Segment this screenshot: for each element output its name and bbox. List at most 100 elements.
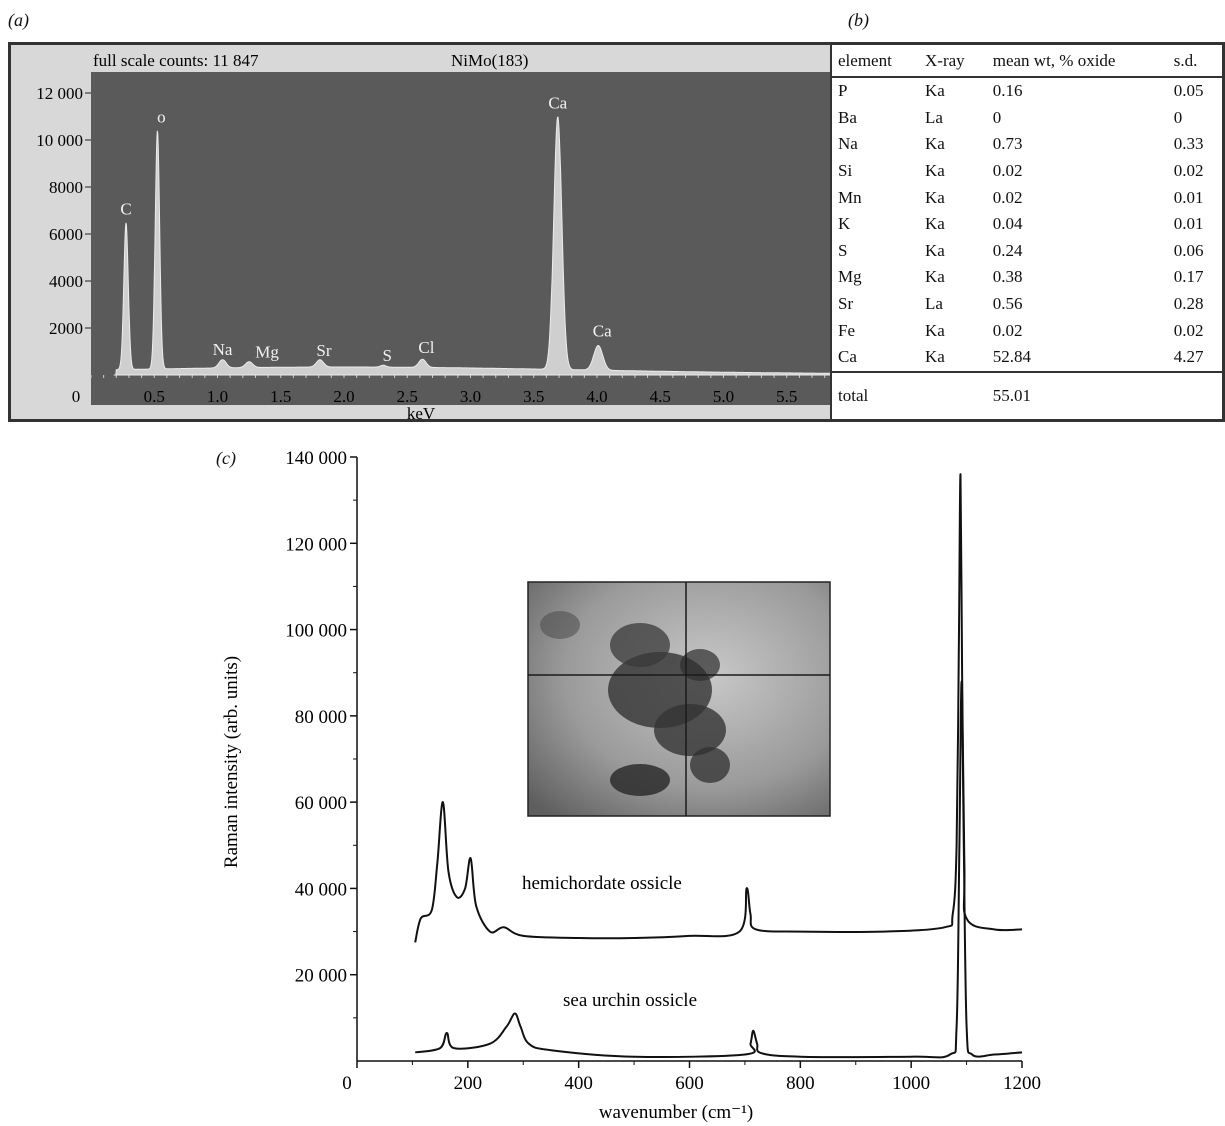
cell-xray: Ka (925, 81, 945, 101)
raman-y-tick-label: 120 000 (285, 534, 347, 555)
cell-element: Sr (838, 294, 854, 314)
panel-label-a: (a) (8, 10, 29, 30)
edx-x-tick-label: 2.5 (397, 387, 418, 406)
cell-element: Mg (838, 267, 862, 287)
table-row: Ba La 0 0 (832, 105, 1222, 132)
edx-y-tick-label: 6000 (49, 225, 83, 244)
cell-sd: 0.01 (1173, 214, 1204, 234)
edx-x-tick-label: 5.5 (776, 387, 797, 406)
cell-xray: Ka (925, 134, 945, 154)
composition-table: element X-ray mean wt, % oxide s.d. P Ka 0… (832, 45, 1222, 419)
cell-sd: 0.05 (1173, 81, 1204, 101)
cell-element: Fe (838, 320, 855, 340)
raman-spectrum-chart: 20 000 40 000 60 000 80 000 100 000 120 000 14… (221, 448, 1041, 1123)
edx-spectrum-chart: full scale counts: 11 847 NiMo(183) 2000… (36, 51, 830, 422)
table-row: Ca Ka 52.84 4.27 (832, 344, 1222, 372)
edx-y-tick-label: 10 000 (36, 131, 83, 150)
cell-element: Na (838, 134, 858, 154)
edx-peak-label: C (120, 199, 131, 218)
micrograph-inset (527, 581, 831, 817)
sea-urchin-ossicle-line (415, 680, 1023, 1059)
cell-element: P (838, 81, 848, 101)
cell-xray: La (925, 294, 943, 314)
edx-x-tick-label: 3.5 (523, 387, 544, 406)
edx-x-tick-label: 1.5 (270, 387, 291, 406)
edx-peak-label: o (157, 108, 166, 127)
cell-xray: Ka (925, 187, 945, 207)
cell-mean: 0.02 (992, 320, 1023, 340)
edx-x-tick-label: 3.0 (460, 387, 481, 406)
raman-x-tick-label: 200 (454, 1073, 483, 1094)
raman-x-axis-label: wavenumber (cm⁻¹) (599, 1102, 753, 1123)
cell-element: Mn (838, 187, 862, 207)
edx-header-title: NiMo(183) (451, 51, 528, 70)
cell-mean: 0.56 (992, 294, 1023, 314)
edx-x-tick-label: 0.5 (144, 387, 165, 406)
raman-x-tick-label: 1000 (892, 1073, 930, 1094)
edx-peak-label: Cl (418, 338, 434, 357)
cell-element: Si (838, 161, 853, 181)
cell-sd: 0.17 (1173, 267, 1204, 287)
cell-element: Ca (838, 347, 857, 367)
col-header-xray: X-ray (919, 45, 987, 78)
table-header-row: element X-ray mean wt, % oxide s.d. (832, 45, 1222, 78)
cell-sd: 0.02 (1173, 161, 1204, 181)
cell-total-sd (1167, 370, 1222, 419)
edx-x-tick-label: 0 (72, 387, 81, 406)
edx-y-tick-label: 2000 (49, 319, 83, 338)
edx-x-tick-label: 2.0 (333, 387, 354, 406)
cell-total-xray (919, 370, 987, 419)
table-total-row: total 55.01 (832, 370, 1222, 419)
cell-element: K (838, 214, 851, 234)
table-row: S Ka 0.24 0.06 (832, 238, 1222, 265)
raman-y-tick-label: 80 000 (295, 707, 347, 728)
raman-x-tick-label: 1200 (1003, 1073, 1041, 1094)
cell-sd: 0.02 (1173, 320, 1204, 340)
cell-sd: 0 (1173, 107, 1183, 127)
col-header-element: element (832, 45, 920, 78)
table-row: Mg Ka 0.38 0.17 (832, 264, 1222, 291)
cell-mean: 0.38 (992, 267, 1023, 287)
cell-xray: La (925, 107, 943, 127)
panel-label-b: (b) (848, 10, 869, 30)
composition-table-panel: element X-ray mean wt, % oxide s.d. P Ka 0… (830, 42, 1225, 422)
table-row: Na Ka 0.73 0.33 (832, 131, 1222, 158)
cell-mean: 0.16 (992, 81, 1023, 101)
col-header-mean: mean wt, % oxide (986, 45, 1168, 78)
edx-x-tick-label: 4.0 (586, 387, 607, 406)
raman-y-tick-label: 20 000 (295, 966, 347, 987)
hemichordate-annotation: hemichordate ossicle (522, 873, 682, 894)
edx-header-counts: full scale counts: 11 847 (93, 51, 259, 70)
cell-sd: 0.06 (1173, 240, 1204, 260)
table-row: Si Ka 0.02 0.02 (832, 158, 1222, 185)
raman-y-tick-label: 60 000 (295, 793, 347, 814)
cell-sd: 4.27 (1173, 347, 1204, 367)
raman-y-tick-label: 140 000 (285, 448, 347, 469)
edx-y-tick-label: 8000 (49, 178, 83, 197)
edx-y-tick-label: 4000 (49, 272, 83, 291)
edx-y-tick-label: 12 000 (36, 84, 83, 103)
edx-x-tick-label: 5.0 (713, 387, 734, 406)
raman-y-axis-label: Raman intensity (arb. units) (221, 656, 242, 868)
cell-xray: Ka (925, 320, 945, 340)
cell-element: Ba (838, 107, 857, 127)
raman-x-tick-label: 600 (675, 1073, 704, 1094)
hemichordate-ossicle-line (414, 473, 1023, 943)
cell-sd: 0.28 (1173, 294, 1204, 314)
edx-peak-label: Mg (255, 342, 279, 361)
raman-x-tick-label: 800 (786, 1073, 815, 1094)
sea-urchin-annotation: sea urchin ossicle (563, 990, 697, 1011)
edx-spectrum-trace (113, 116, 830, 376)
edx-x-axis-label: keV (407, 404, 436, 422)
raman-y-tick-label: 100 000 (285, 621, 347, 642)
cell-xray: Ka (925, 161, 945, 181)
cell-mean: 0.73 (992, 134, 1023, 154)
edx-peak-label: Ca (548, 94, 567, 113)
cell-xray: Ka (925, 347, 945, 367)
table-row: Sr La 0.56 0.28 (832, 291, 1222, 318)
table-row: P Ka 0.16 0.05 (832, 77, 1222, 105)
cell-mean: 0.02 (992, 187, 1023, 207)
edx-peak-label: Ca (593, 321, 612, 340)
cell-mean: 0.24 (992, 240, 1023, 260)
cell-element: S (838, 240, 848, 260)
